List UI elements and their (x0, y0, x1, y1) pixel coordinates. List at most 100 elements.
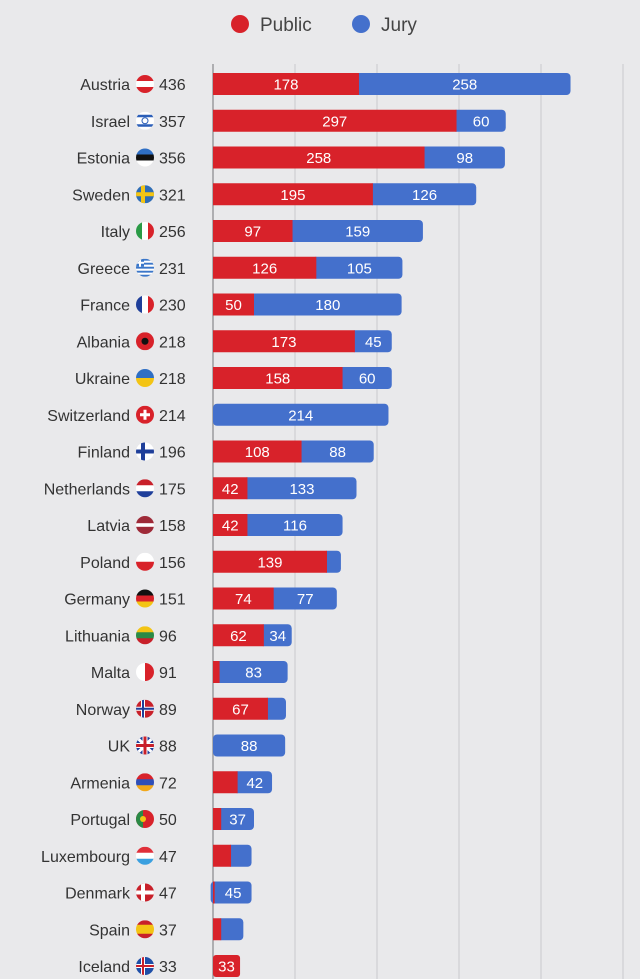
country-label: Greece (78, 261, 131, 278)
bar-jury-value-label: 180 (315, 297, 340, 314)
sweden-flag-icon (136, 185, 154, 204)
bar-jury-value-label: 258 (452, 77, 477, 94)
chart-row: Portugal 50 37 (70, 808, 254, 830)
ukraine-flag-icon (136, 369, 154, 387)
bar-jury-value-label: 126 (412, 187, 437, 204)
bar-public (213, 514, 248, 536)
bar-jury-value-label: 116 (283, 518, 307, 535)
total-points-label: 218 (159, 334, 186, 351)
bar-jury (368, 183, 477, 206)
bar-public (213, 844, 232, 867)
bar-jury-value-label: 105 (347, 260, 372, 277)
country-label: Finland (78, 445, 130, 462)
bar-jury (312, 256, 403, 279)
bar-jury (288, 220, 423, 242)
bar-public (213, 73, 359, 95)
switzerland-flag-icon (136, 405, 154, 424)
chart-row: Luxembourg 47 (41, 844, 252, 867)
luxembourg-flag-icon (136, 846, 154, 865)
bar-public (213, 293, 254, 316)
bar-jury (217, 808, 254, 830)
chart-row: Sweden 321 195 126 (72, 183, 477, 206)
total-points-label: 175 (159, 481, 186, 498)
bar-public (213, 881, 215, 904)
bar-public-value-label: 42 (222, 481, 239, 498)
total-points-label: 321 (159, 187, 186, 204)
total-points-label: 214 (159, 408, 186, 425)
malta-flag-icon (136, 663, 154, 681)
country-label: Italy (101, 224, 130, 241)
chart-row: Austria 436 178 258 (80, 73, 571, 95)
bar-jury (420, 146, 505, 169)
total-points-label: 436 (159, 77, 186, 94)
country-label: Luxembourg (41, 849, 130, 866)
country-label: Portugal (70, 812, 130, 829)
bar-public (213, 477, 248, 500)
chart-row: Estonia 356 258 98 (77, 146, 505, 169)
bar-jury-value-label: 88 (329, 444, 346, 461)
bar-jury-value-label: 42 (246, 775, 263, 792)
bar-jury (250, 293, 402, 316)
lithuania-flag-icon (136, 626, 154, 645)
total-points-label: 50 (159, 812, 177, 829)
bar-public-value-label: 108 (245, 444, 270, 461)
bar-jury (213, 734, 286, 757)
total-points-label: 357 (159, 114, 186, 131)
bar-public (213, 771, 238, 794)
bar-public (213, 808, 222, 830)
bar-jury-value-label: 159 (345, 224, 370, 241)
chart-row: Switzerland 214 214 (47, 403, 389, 426)
bar-public-value-label: 97 (244, 224, 261, 241)
bar-jury (233, 771, 273, 794)
bar-jury (322, 550, 341, 573)
total-points-label: 156 (159, 555, 186, 572)
total-points-label: 256 (159, 224, 186, 241)
bar-public (213, 367, 343, 389)
poland-flag-icon (136, 552, 154, 571)
chart-row: Poland 156 139 (80, 550, 341, 573)
bar-jury (259, 624, 292, 647)
bar-jury (243, 477, 357, 500)
bar-public-value-label: 74 (235, 591, 252, 608)
bar-jury-value-label: 214 (288, 407, 313, 424)
country-label: Ukraine (75, 371, 130, 388)
country-label: Iceland (78, 959, 130, 976)
italy-flag-icon (136, 222, 154, 240)
bar-public-value-label: 62 (230, 628, 247, 645)
bar-jury (217, 918, 244, 941)
country-label: Estonia (77, 151, 130, 168)
country-label: UK (108, 739, 131, 756)
bar-public-value-label: 33 (218, 959, 235, 976)
bar-public-value-label: 50 (225, 297, 242, 314)
country-label: Germany (64, 592, 130, 609)
estonia-flag-icon (136, 148, 154, 167)
bar-jury-value-label: 60 (473, 113, 490, 130)
netherlands-flag-icon (136, 479, 154, 498)
chart-rows: Austria 436 178 258 Israel 357 297 60 Estonia 356… (41, 73, 571, 977)
bar-jury-value-label: 133 (289, 481, 314, 498)
total-points-label: 218 (159, 371, 186, 388)
legend-public-label: Public (260, 15, 312, 36)
bar-jury-value-label: 60 (359, 371, 376, 388)
france-flag-icon (136, 295, 154, 314)
austria-flag-icon (136, 75, 154, 93)
bar-public (213, 256, 317, 279)
country-label: Netherlands (44, 481, 130, 498)
bar-public-value-label: 178 (273, 77, 298, 94)
bar-jury (354, 73, 571, 95)
country-label: Latvia (87, 518, 130, 535)
albania-flag-icon (136, 332, 154, 351)
country-label: Sweden (72, 187, 130, 204)
chart-row: UK 88 88 (108, 734, 286, 757)
country-label: Austria (80, 77, 130, 94)
chart-row: Albania 218 173 45 (77, 330, 392, 353)
bar-jury (263, 697, 286, 720)
bar-jury (350, 330, 392, 353)
bar-jury (452, 109, 506, 132)
chart-row: Finland 196 108 88 (78, 440, 374, 463)
bar-public-value-label: 139 (257, 554, 282, 571)
bar-public (213, 955, 241, 977)
bar-jury (338, 367, 392, 389)
bar-public (213, 330, 355, 353)
country-label: Armenia (70, 775, 130, 792)
